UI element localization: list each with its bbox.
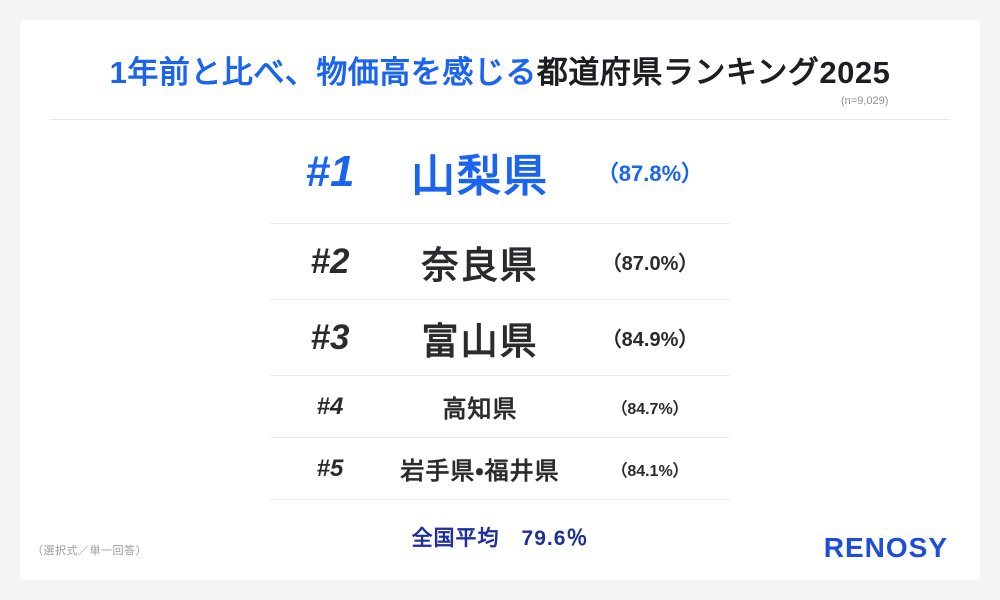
ranking-list: #1 山梨県 （87.8%） #2 奈良県 （87.0%） #3 富山県 （84…: [270, 120, 730, 500]
national-average: 全国平均 79.6％: [411, 527, 589, 550]
percentage-value: （87.0%）: [601, 253, 699, 275]
prefecture-name: 富山県: [421, 320, 539, 362]
rank-label: #4: [316, 392, 344, 420]
sample-size-note: (n=9,029): [840, 94, 889, 107]
title-rest: 都道府県ランキング2025: [536, 54, 891, 90]
ranking-row-3: #3 富山県 （84.9%）: [270, 300, 730, 376]
rank-label: #5: [316, 454, 344, 482]
ranking-row-5: #5 岩手県・福井県 （84.1%）: [270, 438, 730, 500]
ranking-row-1: #1 山梨県 （87.8%）: [270, 120, 730, 224]
percentage-value: （84.7%）: [611, 400, 689, 418]
rank-label: #3: [310, 317, 350, 357]
rank-label: #2: [310, 241, 350, 281]
ranking-row-4: #4 高知県 （84.7%）: [270, 376, 730, 438]
ranking-row-2: #2 奈良県 （87.0%）: [270, 224, 730, 300]
renosy-logo: RENOSY: [823, 532, 948, 563]
title-highlight: 1年前と比べ、物価高を感じる: [109, 54, 537, 90]
percentage-value: （84.1%）: [611, 462, 689, 480]
survey-method-note: （選択式／単一回答）: [32, 545, 147, 557]
percentage-value: （87.8%）: [596, 160, 704, 186]
percentage-value: （84.9%）: [601, 329, 699, 351]
header: 1年前と比べ、物価高を感じる都道府県ランキング2025 (n=9,029): [50, 20, 950, 120]
title-block: 1年前と比べ、物価高を感じる都道府県ランキング2025 (n=9,029): [110, 33, 891, 107]
prefecture-name: 奈良県: [421, 244, 539, 286]
prefecture-name: 山梨県: [411, 151, 549, 201]
prefecture-name: 岩手県・福井県: [400, 458, 560, 485]
page-title: 1年前と比べ、物価高を感じる都道府県ランキング2025: [110, 47, 891, 92]
rank-label: #1: [305, 146, 355, 196]
prefecture-name: 高知県: [442, 396, 518, 423]
infographic-card: 1年前と比べ、物価高を感じる都道府県ランキング2025 (n=9,029) #1…: [20, 20, 980, 580]
